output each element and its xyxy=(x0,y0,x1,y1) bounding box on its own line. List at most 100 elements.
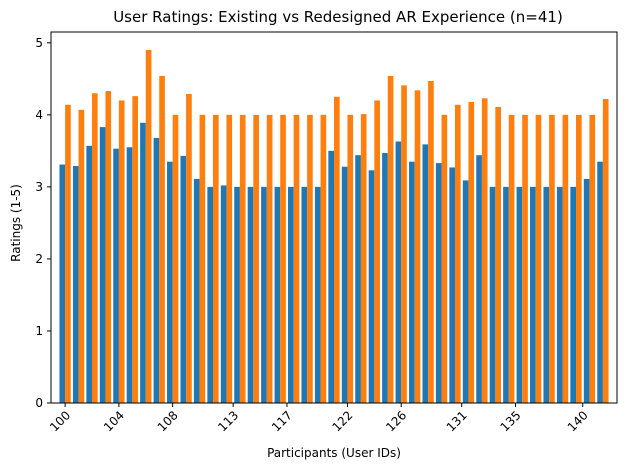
bar-redesigned-135 xyxy=(535,114,542,403)
y-tick-label: 4 xyxy=(35,108,43,122)
bar-existing-137 xyxy=(556,186,563,403)
x-tick-label: 126 xyxy=(383,408,409,434)
bar-redesigned-118 xyxy=(307,114,313,403)
bar-redesigned-133 xyxy=(508,114,515,403)
bars-group xyxy=(59,50,609,404)
x-tick-label: 117 xyxy=(269,408,295,434)
bar-existing-118 xyxy=(301,186,308,403)
bar-redesigned-136 xyxy=(549,114,555,403)
bar-redesigned-104 xyxy=(118,100,125,403)
bar-redesigned-109 xyxy=(186,93,192,403)
x-tick-label: 108 xyxy=(155,408,181,434)
chart-title: User Ratings: Existing vs Redesigned AR … xyxy=(113,8,563,26)
bar-redesigned-132 xyxy=(495,106,501,404)
x-tick-label: 131 xyxy=(444,408,470,434)
bar-existing-115 xyxy=(261,186,267,403)
bar-redesigned-105 xyxy=(132,96,138,404)
bar-existing-103 xyxy=(99,127,106,403)
bar-existing-136 xyxy=(543,186,550,403)
bar-existing-100 xyxy=(59,164,66,403)
bar-existing-119 xyxy=(314,186,321,403)
bar-redesigned-116 xyxy=(280,114,286,403)
x-tick-label: 113 xyxy=(215,408,241,434)
bar-redesigned-112 xyxy=(226,114,233,403)
bar-existing-104 xyxy=(113,148,119,403)
bar-existing-124 xyxy=(382,153,388,403)
bar-redesigned-123 xyxy=(374,100,380,403)
bar-existing-101 xyxy=(72,165,79,403)
bar-existing-116 xyxy=(274,186,281,403)
bar-redesigned-131 xyxy=(481,98,488,403)
bar-redesigned-119 xyxy=(320,114,327,403)
bar-existing-123 xyxy=(368,170,375,403)
bar-existing-102 xyxy=(86,145,93,403)
y-axis: 0 1 2 3 4 5 xyxy=(35,36,51,410)
bar-redesigned-117 xyxy=(293,114,300,403)
y-tick-label: 5 xyxy=(35,36,43,50)
bar-existing-138 xyxy=(570,186,576,403)
bar-redesigned-114 xyxy=(253,114,259,403)
bar-existing-132 xyxy=(489,186,496,403)
bar-existing-120 xyxy=(328,150,334,403)
bar-existing-117 xyxy=(288,186,294,403)
bar-redesigned-138 xyxy=(576,114,582,403)
bar-redesigned-121 xyxy=(347,114,354,403)
x-tick-label: 104 xyxy=(101,408,127,434)
bar-redesigned-120 xyxy=(334,96,340,403)
bar-existing-130 xyxy=(462,180,469,403)
bar-existing-139 xyxy=(583,178,590,403)
x-axis: 100 104 108 113 117 122 126 131 135 140 xyxy=(47,403,591,434)
y-tick-label: 0 xyxy=(35,396,43,410)
bar-redesigned-113 xyxy=(239,114,246,403)
bar-redesigned-102 xyxy=(92,93,98,403)
bar-existing-134 xyxy=(516,186,523,403)
bar-redesigned-108 xyxy=(172,114,179,403)
bar-existing-133 xyxy=(503,186,509,403)
bar-redesigned-101 xyxy=(78,109,85,404)
bar-redesigned-139 xyxy=(589,114,596,403)
x-tick-label: 122 xyxy=(329,408,355,434)
x-tick-label: 140 xyxy=(565,408,591,434)
x-tick-label: 100 xyxy=(47,408,73,434)
bar-redesigned-122 xyxy=(360,114,367,404)
y-tick-label: 2 xyxy=(35,252,43,266)
bar-existing-111 xyxy=(207,186,214,403)
bar-redesigned-130 xyxy=(468,101,475,403)
bar-redesigned-106 xyxy=(145,50,152,403)
bar-existing-112 xyxy=(220,185,227,403)
bar-redesigned-107 xyxy=(159,75,165,403)
bar-redesigned-126 xyxy=(414,90,421,403)
bar-redesigned-125 xyxy=(401,85,407,403)
y-axis-label: Ratings (1-5) xyxy=(9,184,23,262)
y-tick-label: 3 xyxy=(35,180,43,194)
bar-redesigned-115 xyxy=(266,114,273,403)
bar-existing-128 xyxy=(435,163,442,403)
bar-redesigned-111 xyxy=(213,114,219,403)
plot-frame xyxy=(50,31,618,404)
bar-existing-108 xyxy=(167,161,173,403)
bar-existing-129 xyxy=(449,167,455,403)
bar-existing-140 xyxy=(597,161,603,403)
bar-existing-105 xyxy=(126,147,133,403)
bar-existing-126 xyxy=(409,161,415,403)
bar-existing-135 xyxy=(530,186,536,403)
bar-existing-131 xyxy=(476,155,482,403)
bar-redesigned-140 xyxy=(602,99,609,403)
bar-redesigned-127 xyxy=(428,80,434,404)
bar-existing-122 xyxy=(355,155,361,403)
bar-redesigned-134 xyxy=(522,114,528,403)
x-axis-label: Participants (User IDs) xyxy=(267,446,401,460)
bar-redesigned-137 xyxy=(562,114,569,403)
bar-existing-125 xyxy=(395,141,402,403)
bar-existing-114 xyxy=(247,186,254,403)
bar-redesigned-128 xyxy=(441,114,448,403)
bar-existing-113 xyxy=(234,186,240,403)
bar-existing-107 xyxy=(153,137,160,403)
bar-existing-127 xyxy=(422,144,429,403)
bar-redesigned-103 xyxy=(105,91,112,403)
bar-redesigned-129 xyxy=(455,104,461,403)
bar-redesigned-100 xyxy=(65,104,71,403)
bar-redesigned-110 xyxy=(199,114,206,403)
bar-redesigned-124 xyxy=(387,75,394,403)
